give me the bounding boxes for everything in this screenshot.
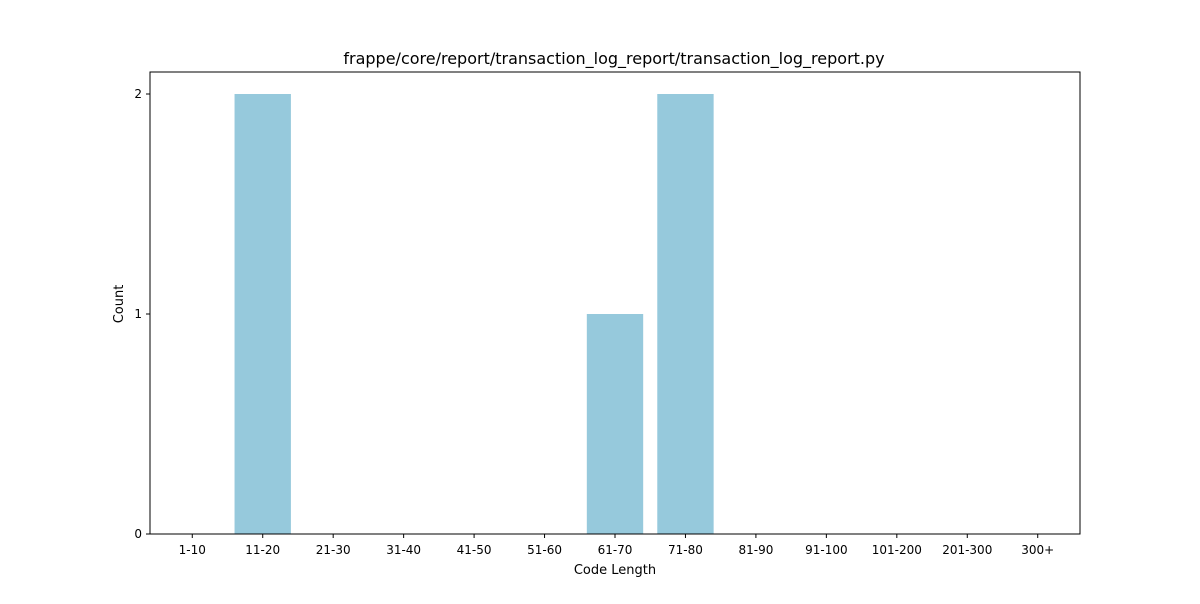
x-tick-label: 21-30 [316,543,351,557]
plot-frame [149,71,1081,535]
x-tick-label: 41-50 [457,543,492,557]
y-axis-label: Count [112,285,127,324]
x-tick-label: 51-60 [527,543,562,557]
x-tick-label: 31-40 [386,543,421,557]
bar-71-80 [657,94,714,534]
x-tick-label: 91-100 [805,543,848,557]
y-axis-ticks: 0 1 2 [134,87,150,541]
bar-11-20 [234,94,291,534]
x-axis-label: Code Length [574,563,656,578]
x-tick-label: 81-90 [738,543,773,557]
bar-61-70 [586,314,644,534]
y-tick-label: 2 [134,87,142,101]
y-tick-label: 0 [134,527,142,541]
x-tick-label: 71-80 [668,543,703,557]
chart-title: frappe/core/report/transaction_log_repor… [343,49,884,69]
x-tick-label: 300+ [1021,543,1054,557]
x-tick-label: 61-70 [598,543,633,557]
bars-group [234,94,714,534]
x-tick-label: 1-10 [179,543,206,557]
x-tick-label: 11-20 [245,543,280,557]
x-tick-label: 101-200 [872,543,922,557]
x-tick-label: 201-300 [942,543,992,557]
x-axis-ticks: 1-10 11-20 21-30 31-40 41-50 51-60 61-70 71-80 8… [179,534,1054,557]
y-tick-label: 1 [134,307,142,321]
